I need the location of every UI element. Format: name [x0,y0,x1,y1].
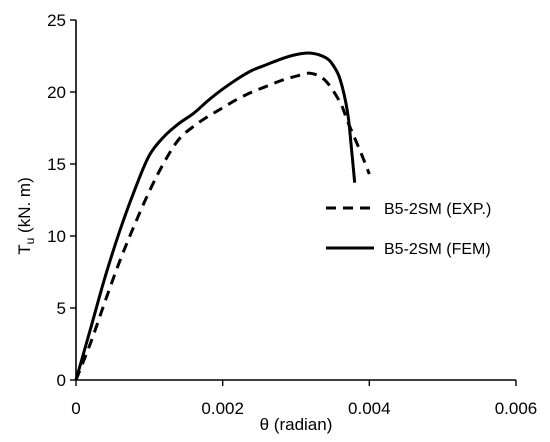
legend-label-exp: B5-2SM (EXP.) [384,201,491,218]
x-tick-label: 0.004 [348,399,391,418]
y-tick-label: 0 [57,371,66,390]
series-line-fem [74,51,357,381]
x-tick-label: 0 [71,399,80,418]
y-tick-label: 5 [57,299,66,318]
axes: 0 5 10 15 20 25 0 0.002 0.004 0.006 [47,11,537,418]
y-axis-title: Tu (kN. m) [15,177,37,255]
y-tick-label: 10 [47,227,66,246]
y-tick-label: 20 [47,83,66,102]
y-tick-label: 25 [47,11,66,30]
x-axis-title: θ (radian) [260,415,333,434]
x-tick-label: 0.006 [495,399,538,418]
legend: B5-2SM (EXP.) B5-2SM (FEM) [326,201,491,258]
series-layer [74,51,371,381]
series-line-exp [74,71,371,381]
legend-label-fem: B5-2SM (FEM) [384,241,491,258]
y-axis-title-main: T [15,244,34,254]
y-axis-title-rest: (kN. m) [15,177,34,237]
x-tick-label: 0.002 [201,399,244,418]
y-tick-label: 15 [47,155,66,174]
y-axis-title-subscript: u [23,238,37,245]
